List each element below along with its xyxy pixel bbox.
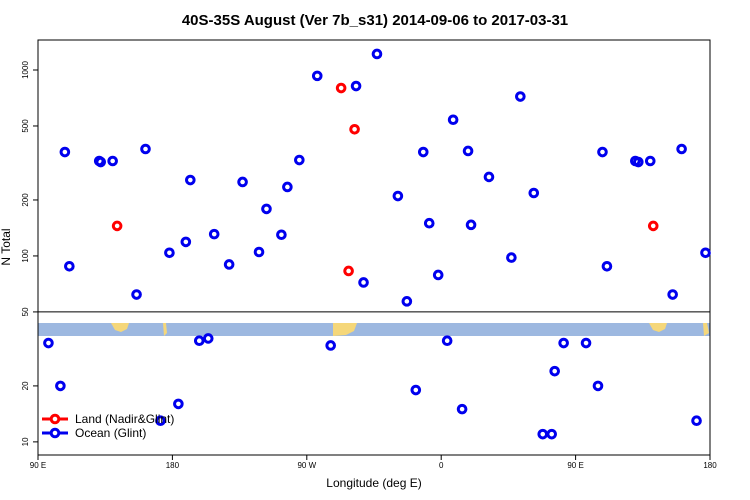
- point: [515, 91, 526, 102]
- x-axis-label: Longitude (deg E): [326, 476, 421, 490]
- point: [64, 260, 75, 272]
- point: [423, 217, 435, 229]
- point: [371, 48, 383, 60]
- y-tick-label: 20: [21, 381, 30, 390]
- point: [410, 384, 422, 396]
- point: [95, 156, 107, 168]
- point: [173, 398, 184, 410]
- point: [131, 289, 142, 300]
- point: [311, 70, 323, 82]
- point: [549, 365, 560, 377]
- point: [343, 265, 354, 277]
- point: [700, 247, 711, 259]
- plot-frame: [37, 39, 711, 456]
- point: [691, 415, 702, 426]
- legend-label: Land (Nadir&Glint): [75, 412, 174, 426]
- point: [325, 340, 336, 351]
- y-tick-label: 500: [21, 119, 30, 133]
- point: [55, 380, 66, 392]
- point: [465, 219, 477, 231]
- point: [546, 428, 558, 440]
- point: [392, 190, 404, 202]
- x-tick-label: 180: [703, 461, 717, 470]
- y-tick-label: 10: [21, 437, 30, 446]
- point: [185, 174, 196, 186]
- point: [528, 187, 540, 199]
- point: [237, 176, 248, 188]
- point: [462, 145, 474, 157]
- point: [633, 156, 644, 168]
- point: [580, 337, 592, 349]
- point: [644, 155, 656, 167]
- x-tick-label: 0: [439, 461, 444, 470]
- point: [417, 146, 429, 158]
- y-tick-label: 50: [21, 307, 30, 316]
- point: [597, 146, 608, 158]
- map-strip: [38, 323, 710, 336]
- legend-label: Ocean (Glint): [75, 426, 146, 440]
- point: [676, 143, 687, 155]
- point: [447, 114, 459, 126]
- point: [282, 181, 293, 193]
- point: [349, 123, 360, 135]
- x-tick-label: 180: [166, 461, 180, 470]
- point: [592, 380, 604, 392]
- point: [558, 337, 569, 349]
- y-axis-label: N Total: [0, 228, 13, 265]
- point: [350, 80, 362, 92]
- point: [155, 415, 166, 426]
- x-tick-label: 90 E: [567, 461, 583, 470]
- x-tick-label: 90 W: [297, 461, 316, 470]
- point: [506, 252, 517, 263]
- point: [537, 428, 549, 440]
- point: [401, 296, 413, 307]
- point: [43, 337, 54, 349]
- point: [667, 289, 678, 300]
- point: [107, 155, 118, 167]
- point: [601, 260, 613, 272]
- point: [647, 220, 659, 232]
- x-tick-label: 90 E: [30, 461, 46, 470]
- point: [164, 247, 175, 259]
- point: [276, 229, 287, 241]
- point: [59, 146, 71, 158]
- chart-title: 40S-35S August (Ver 7b_s31) 2014-09-06 t…: [182, 12, 568, 29]
- point: [441, 335, 453, 347]
- point: [335, 82, 347, 94]
- point: [223, 259, 235, 270]
- point: [208, 228, 220, 240]
- point: [111, 220, 123, 232]
- y-tick-label: 100: [21, 249, 30, 263]
- point: [294, 154, 305, 166]
- y-tick-label: 1000: [21, 61, 30, 79]
- point: [253, 246, 265, 258]
- point: [202, 333, 214, 344]
- point: [358, 277, 369, 288]
- y-tick-label: 200: [21, 193, 30, 207]
- legend-marker: [49, 413, 61, 425]
- point: [180, 236, 192, 248]
- point: [193, 335, 205, 347]
- point: [432, 269, 444, 281]
- point: [261, 203, 272, 215]
- point: [483, 171, 495, 183]
- point: [140, 143, 151, 155]
- point: [456, 403, 468, 415]
- legend-marker: [49, 427, 61, 439]
